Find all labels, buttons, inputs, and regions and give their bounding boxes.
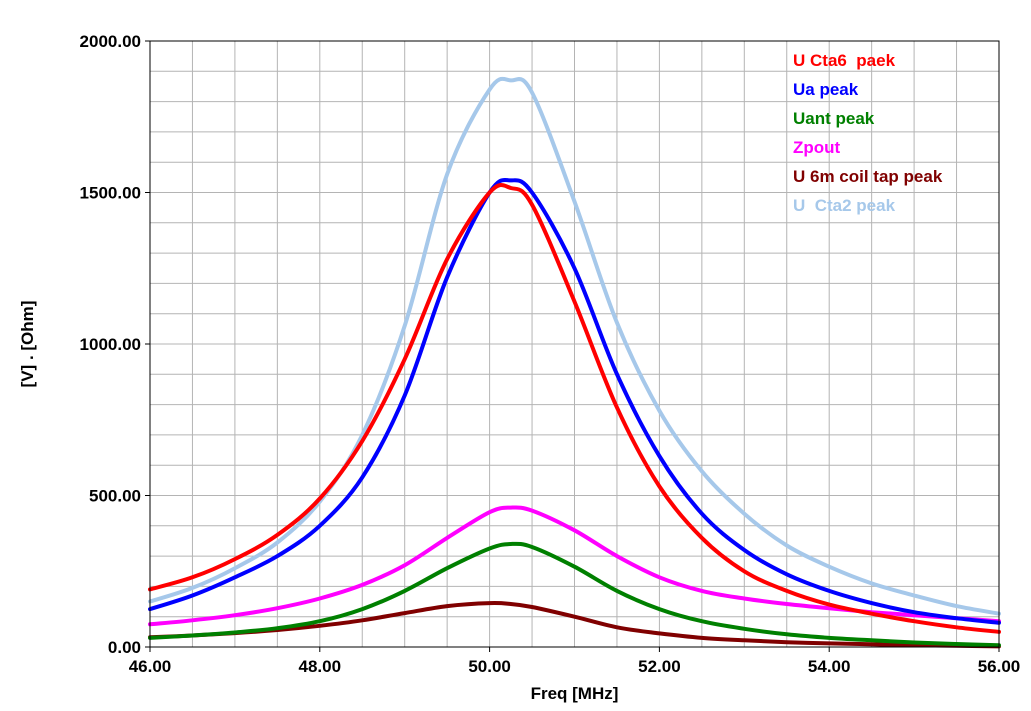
y-tick-label: 500.00 bbox=[89, 487, 141, 506]
legend-label: U Cta6 paek bbox=[793, 51, 896, 70]
legend-label: Uant peak bbox=[793, 109, 875, 128]
legend: U Cta6 paek Ua peak Uant peak Zpout U 6m coi… bbox=[793, 51, 943, 215]
y-axis-title: [V] . [Ohm] bbox=[18, 301, 37, 388]
y-tick-label: 2000.00 bbox=[80, 32, 141, 51]
x-tick-label: 48.00 bbox=[299, 657, 342, 676]
x-tick-label: 50.00 bbox=[468, 657, 511, 676]
x-ticks: 46.00 48.00 50.00 52.00 54.00 56.00 bbox=[129, 647, 1021, 676]
grid bbox=[150, 41, 999, 647]
x-tick-label: 54.00 bbox=[808, 657, 851, 676]
y-tick-label: 0.00 bbox=[108, 638, 141, 657]
y-tick-label: 1000.00 bbox=[80, 335, 141, 354]
series-line-uant-peak bbox=[148, 541, 1001, 648]
legend-label: U Cta2 peak bbox=[793, 196, 896, 215]
series-line-ua-peak bbox=[148, 177, 1001, 625]
x-axis-title: Freq [MHz] bbox=[531, 684, 619, 703]
x-tick-label: 56.00 bbox=[978, 657, 1021, 676]
series-line-u-cta6-paek bbox=[148, 183, 1001, 634]
y-tick-label: 1500.00 bbox=[80, 184, 141, 203]
legend-label: Ua peak bbox=[793, 80, 859, 99]
series-layer bbox=[148, 76, 1001, 649]
x-tick-label: 46.00 bbox=[129, 657, 172, 676]
y-ticks: 0.00 500.00 1000.00 1500.00 2000.00 bbox=[80, 32, 150, 657]
legend-label: Zpout bbox=[793, 138, 841, 157]
series-line-u-cta2-peak bbox=[148, 76, 1001, 616]
series-line-u-6m-coil-tap-peak bbox=[148, 600, 1001, 649]
x-tick-label: 52.00 bbox=[638, 657, 681, 676]
legend-label: U 6m coil tap peak bbox=[793, 167, 943, 186]
